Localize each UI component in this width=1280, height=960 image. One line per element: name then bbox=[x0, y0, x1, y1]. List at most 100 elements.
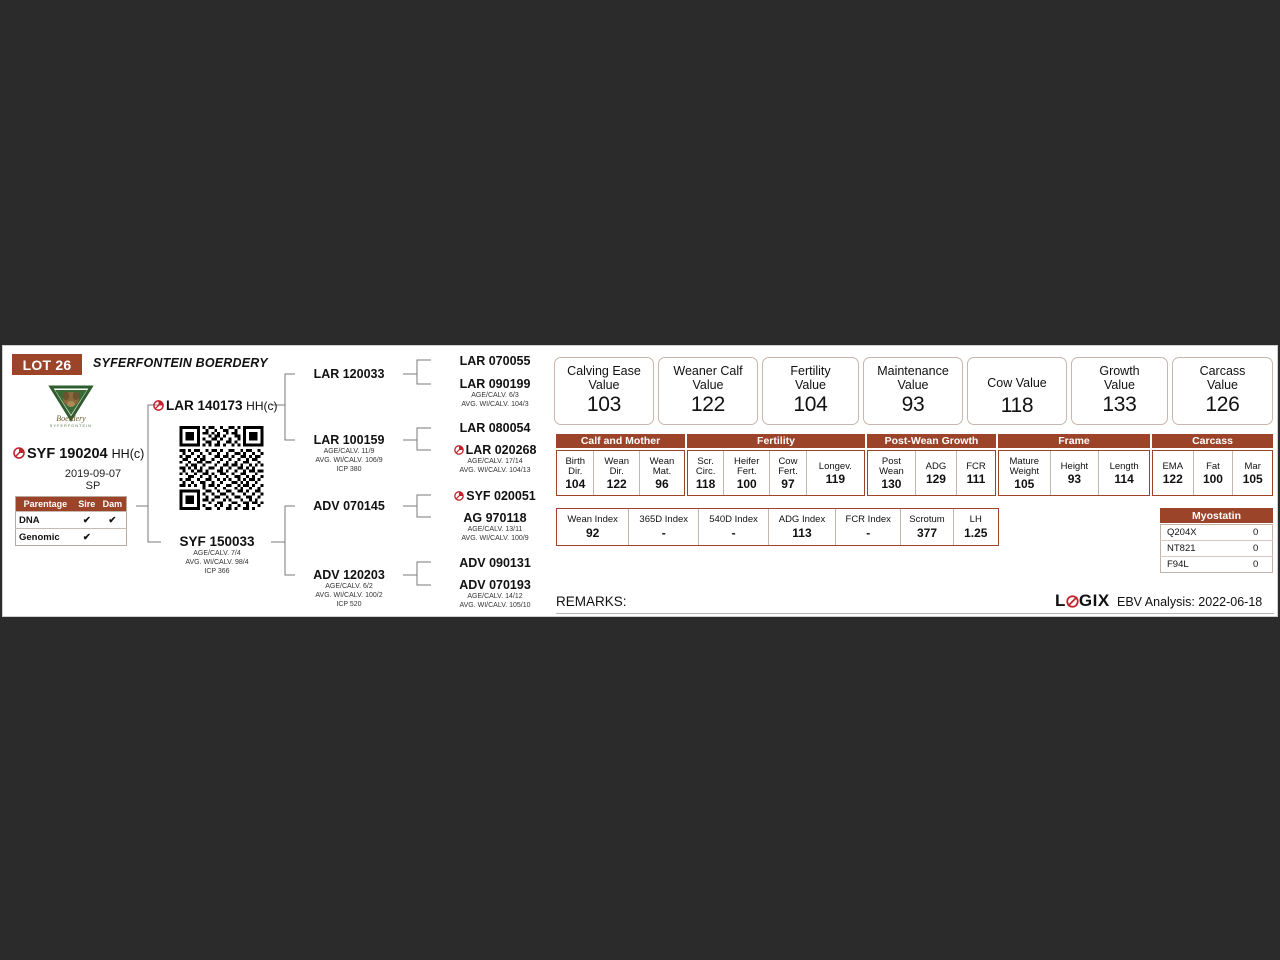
value-box-maintenance-title2: Value bbox=[897, 378, 929, 392]
pedigree-dam-id: SYF 150033 bbox=[179, 534, 255, 549]
trait-cell-mar: Mar 105 bbox=[1233, 451, 1272, 495]
pedigree-dam-meta-1: AVG. WI/CALV. 98/4 bbox=[185, 559, 249, 566]
index-cell-lh: LH 1.25 bbox=[953, 509, 998, 545]
index-value-365d: - bbox=[661, 526, 666, 540]
myostatin-row-2-value: 0 bbox=[1252, 559, 1259, 570]
pedigree-gen3-7-meta-0: AGE/CALV. 14/12 bbox=[467, 593, 523, 600]
trait-value-wean-mat: 96 bbox=[655, 476, 669, 491]
pedigree-gen3-3-meta-0: AGE/CALV. 17/14 bbox=[467, 458, 523, 465]
value-box-growth-title2: Value bbox=[1103, 378, 1136, 392]
index-value-wean: 92 bbox=[585, 526, 600, 540]
value-box-fertility[interactable]: Fertility Value 104 bbox=[762, 357, 859, 425]
trait-label-mar-1: Mar bbox=[1244, 461, 1261, 472]
index-value-lh: 1.25 bbox=[964, 526, 988, 540]
trait-value-cow-fert: 97 bbox=[781, 476, 795, 491]
pedigree-gen2-1-meta-0: AGE/CALV. 11/9 bbox=[323, 448, 375, 455]
trait-cell-length: Length 114 bbox=[1099, 451, 1149, 495]
value-box-calving-ease[interactable]: Calving Ease Value 103 bbox=[554, 357, 654, 425]
trait-value-longev: 119 bbox=[825, 471, 846, 486]
pedigree-gen2-0-id: LAR 120033 bbox=[313, 367, 385, 381]
table-row: Q204X 0 bbox=[1160, 524, 1273, 541]
pedigree-gen2-2: ADV 070145 bbox=[295, 499, 403, 513]
pedigree-sire: LAR 140173 HH(c) bbox=[153, 398, 278, 413]
index-label-adg: ADG Index bbox=[778, 514, 826, 525]
trait-cell-ema: EMA 122 bbox=[1153, 451, 1194, 495]
pedigree-gen3-5: AG 970118 AGE/CALV. 13/11 AVG. WI/CALV. … bbox=[435, 511, 555, 543]
trait-value-fat: 100 bbox=[1202, 471, 1223, 486]
parentage-header-2: Dam bbox=[98, 496, 127, 512]
trait-value-ema: 122 bbox=[1162, 471, 1183, 486]
value-box-maintenance-value: 93 bbox=[901, 393, 925, 416]
pedigree-gen2-3-meta-1: AVG. WI/CALV. 100/2 bbox=[315, 592, 383, 599]
trait-group-frame: Frame bbox=[998, 434, 1150, 448]
pedigree-dam-meta-2: ICP 366 bbox=[204, 568, 230, 575]
trait-cell-height: Height 93 bbox=[1050, 451, 1100, 495]
index-value-scrotum: 377 bbox=[916, 526, 937, 540]
pedigree-gen2-1-meta-1: AVG. WI/CALV. 106/9 bbox=[315, 457, 383, 464]
lot-badge: LOT 26 bbox=[12, 354, 82, 375]
value-box-growth-title1: Growth bbox=[1099, 364, 1140, 378]
trait-label-longev-1: Longev. bbox=[818, 461, 852, 472]
svg-text:Boerdery: Boerdery bbox=[56, 414, 86, 423]
value-box-maintenance[interactable]: Maintenance Value 93 bbox=[863, 357, 963, 425]
index-label-lh: LH bbox=[969, 514, 982, 525]
animal-birth-date: 2019-09-07 bbox=[64, 468, 122, 480]
logix-bull-icon bbox=[453, 445, 464, 455]
farm-emblem-icon: Boerdery SYFERFONTEIN bbox=[48, 385, 94, 428]
pedigree-gen2-2-id: ADV 070145 bbox=[313, 499, 385, 513]
pedigree-gen3-1-meta-1: AVG. WI/CALV. 104/3 bbox=[461, 401, 529, 408]
myostatin-header: Myostatin bbox=[1160, 508, 1273, 523]
myostatin-row-2-label: F94L bbox=[1167, 559, 1189, 570]
pedigree-gen3-0-id: LAR 070055 bbox=[459, 354, 531, 368]
qr-code[interactable] bbox=[164, 426, 279, 510]
trait-label-cow-fert-2: Fert. bbox=[778, 466, 798, 478]
pedigree-gen3-0: LAR 070055 bbox=[435, 354, 555, 368]
logix-bull-icon bbox=[153, 400, 164, 411]
animal-id-text: SYF 190204 bbox=[27, 446, 108, 462]
pedigree-gen2-1-meta-2: ICP 380 bbox=[336, 466, 362, 473]
trait-label-height-1: Height bbox=[1060, 461, 1089, 472]
myostatin-row-1-value: 0 bbox=[1239, 540, 1273, 557]
index-label-scrotum: Scrotum bbox=[909, 514, 945, 525]
logix-o-ring-icon bbox=[1066, 594, 1079, 608]
pedigree-gen3-7: ADV 070193 AGE/CALV. 14/12 AVG. WI/CALV.… bbox=[435, 578, 555, 610]
value-box-carcass[interactable]: Carcass Value 126 bbox=[1172, 357, 1273, 425]
animal-id-main: SYF 190204 HH(c) bbox=[13, 446, 144, 462]
trait-label-heifer-fert-1: Heifer bbox=[734, 455, 760, 467]
index-value-fcr: - bbox=[866, 526, 871, 540]
trait-cell-mature-weight: Mature Weight 105 bbox=[999, 451, 1051, 495]
pedigree-gen3-2: LAR 080054 bbox=[435, 421, 555, 435]
trait-value-mar: 105 bbox=[1242, 471, 1263, 486]
value-box-cow[interactable]: Cow Value 118 bbox=[967, 357, 1067, 425]
myostatin-table: Q204X 0 NT821 0 F94L 0 bbox=[1160, 524, 1273, 573]
pedigree-gen2-0: LAR 120033 bbox=[295, 367, 403, 381]
trait-cell-wean-mat: Wean Mat. 96 bbox=[639, 451, 684, 495]
trait-cell-scr-circ: Scr. Circ. 118 bbox=[688, 451, 725, 495]
trait-label-birth-dir-1: Birth bbox=[565, 455, 586, 467]
trait-value-mature-weight: 105 bbox=[1014, 476, 1035, 491]
parentage-row-0-dam: ✔ bbox=[98, 511, 127, 529]
parentage-row-1-label: Genomic bbox=[15, 528, 75, 546]
value-box-carcass-title2: Value bbox=[1206, 378, 1239, 392]
value-box-weaner-calf[interactable]: Weaner Calf Value 122 bbox=[658, 357, 758, 425]
trait-label-fcr-1: FCR bbox=[966, 461, 986, 472]
value-box-calving-ease-title1: Calving Ease bbox=[567, 364, 641, 378]
trait-label-mature-weight-1: Mature bbox=[1009, 455, 1040, 467]
parentage-table: Parentage Sire Dam DNA ✔ ✔ Genomic ✔ bbox=[15, 496, 127, 546]
parentage-row-1-sire: ✔ bbox=[74, 528, 99, 546]
trait-cell-post-wean: Post Wean 130 bbox=[868, 451, 916, 495]
value-box-maintenance-title1: Maintenance bbox=[877, 364, 949, 378]
trait-label-wean-mat-1: Wean bbox=[649, 455, 675, 467]
value-box-growth[interactable]: Growth Value 133 bbox=[1071, 357, 1168, 425]
logix-logo-post: GIX bbox=[1078, 591, 1110, 610]
value-box-cow-title1: Cow Value bbox=[987, 376, 1047, 390]
pedigree-gen2-1: LAR 100159 AGE/CALV. 11/9 AVG. WI/CALV. … bbox=[295, 433, 403, 474]
value-box-carcass-value: 126 bbox=[1205, 393, 1240, 416]
trait-cell-birth-dir: Birth Dir. 104 bbox=[557, 451, 595, 495]
value-box-growth-value: 133 bbox=[1102, 393, 1137, 416]
pedigree-dam-meta-0: AGE/CALV. 7/4 bbox=[193, 550, 241, 557]
trait-table-fertility: Scr. Circ. 118 Heifer Fert. 100 Cow Fert… bbox=[687, 450, 865, 496]
trait-table-post-wean-growth: Post Wean 130 ADG 129 FCR 111 bbox=[867, 450, 996, 496]
trait-value-adg: 129 bbox=[925, 471, 946, 486]
parentage-row-1-dam bbox=[98, 528, 127, 546]
